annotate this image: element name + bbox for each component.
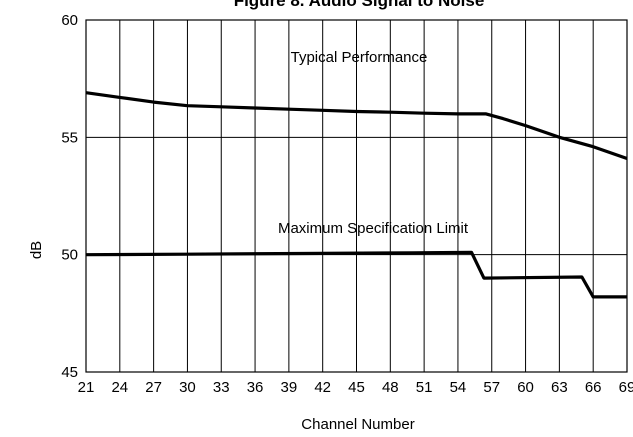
y-tick-label: 45 (61, 364, 78, 381)
x-tick-label: 60 (517, 379, 534, 396)
x-tick-label: 21 (78, 379, 95, 396)
series-layer (85, 91, 628, 299)
x-tick-label: 24 (111, 379, 128, 396)
y-axis-label: dB (28, 241, 45, 259)
x-tick-label: 63 (551, 379, 568, 396)
series-maximum-specification-limit-line (85, 250, 627, 299)
plot-frame (85, 19, 628, 373)
x-tick-label: 36 (247, 379, 264, 396)
grid (85, 19, 628, 373)
x-tick-label: 51 (416, 379, 433, 396)
x-tick-label: 33 (213, 379, 230, 396)
x-tick-label: 69 (619, 379, 633, 396)
x-tick-label: 57 (483, 379, 500, 396)
y-tick-label: 60 (61, 12, 78, 29)
x-tick-label: 48 (382, 379, 399, 396)
x-tick-label: 39 (281, 379, 298, 396)
chart-title: Figure 8. Audio Signal to Noise (234, 0, 485, 10)
annotation-maximum-specification-limit: Maximum Specification Limit (278, 220, 469, 237)
x-tick-label: 45 (348, 379, 365, 396)
annotation-typical-performance: Typical Performance (291, 49, 428, 66)
x-tick-label: 66 (585, 379, 602, 396)
series-typical-performance-line (85, 91, 628, 161)
y-tick-label: 55 (61, 129, 78, 146)
x-tick-label: 54 (450, 379, 467, 396)
x-tick-labels: 21 24 27 30 33 36 39 42 45 48 51 54 57 60 63 66 69 (78, 379, 633, 396)
x-tick-label: 30 (179, 379, 196, 396)
x-tick-label: 27 (145, 379, 162, 396)
y-tick-labels: 45 50 55 60 (61, 12, 78, 381)
x-tick-label: 42 (314, 379, 331, 396)
x-axis-label: Channel Number (301, 416, 414, 433)
y-tick-label: 50 (61, 247, 78, 264)
